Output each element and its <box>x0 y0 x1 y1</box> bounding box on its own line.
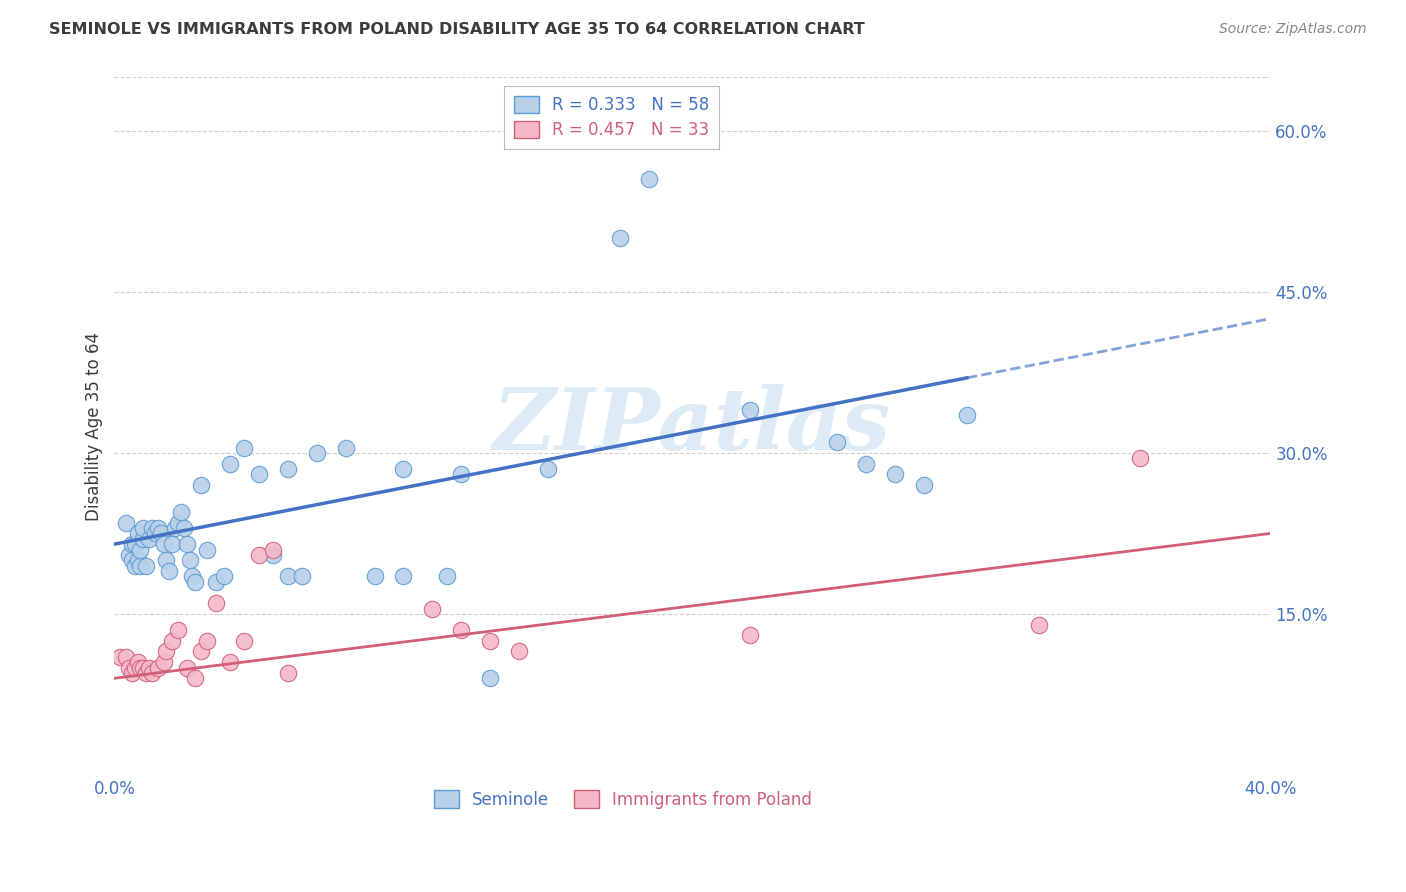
Point <box>176 660 198 674</box>
Point <box>152 537 174 551</box>
Point <box>118 660 141 674</box>
Point <box>212 569 235 583</box>
Point <box>479 671 502 685</box>
Point <box>146 660 169 674</box>
Point <box>157 564 180 578</box>
Point <box>135 558 157 573</box>
Point <box>124 558 146 573</box>
Point <box>855 457 877 471</box>
Point <box>335 441 357 455</box>
Point <box>277 462 299 476</box>
Point <box>124 537 146 551</box>
Point <box>176 537 198 551</box>
Point <box>184 671 207 685</box>
Point <box>204 574 226 589</box>
Point <box>160 633 183 648</box>
Point <box>127 655 149 669</box>
Point <box>129 660 152 674</box>
Point <box>165 521 187 535</box>
Text: SEMINOLE VS IMMIGRANTS FROM POLAND DISABILITY AGE 35 TO 64 CORRELATION CHART: SEMINOLE VS IMMIGRANTS FROM POLAND DISAB… <box>49 22 865 37</box>
Point <box>170 505 193 519</box>
Point <box>115 516 138 530</box>
Point <box>219 655 242 669</box>
Point <box>420 601 443 615</box>
Point <box>127 553 149 567</box>
Point <box>195 542 218 557</box>
Text: ZIPatlas: ZIPatlas <box>494 384 891 468</box>
Point <box>740 403 762 417</box>
Point <box>135 665 157 680</box>
Point <box>956 409 979 423</box>
Point <box>129 542 152 557</box>
Point <box>155 644 177 658</box>
Point <box>262 542 284 557</box>
Point <box>537 462 560 476</box>
Point <box>305 446 328 460</box>
Point <box>124 660 146 674</box>
Point <box>912 478 935 492</box>
Point <box>508 644 530 658</box>
Point <box>195 633 218 648</box>
Point <box>638 172 661 186</box>
Text: Source: ZipAtlas.com: Source: ZipAtlas.com <box>1219 22 1367 37</box>
Point <box>219 457 242 471</box>
Point <box>141 521 163 535</box>
Point <box>450 467 472 482</box>
Point <box>138 532 160 546</box>
Point <box>121 553 143 567</box>
Point <box>132 532 155 546</box>
Point <box>181 569 204 583</box>
Point <box>160 537 183 551</box>
Point <box>129 558 152 573</box>
Point <box>184 574 207 589</box>
Point <box>152 655 174 669</box>
Point <box>146 521 169 535</box>
Point <box>190 478 212 492</box>
Point <box>883 467 905 482</box>
Point <box>121 665 143 680</box>
Point <box>204 596 226 610</box>
Point <box>115 649 138 664</box>
Point <box>138 660 160 674</box>
Point <box>291 569 314 583</box>
Point <box>143 526 166 541</box>
Point <box>247 548 270 562</box>
Point <box>233 441 256 455</box>
Point <box>167 623 190 637</box>
Point <box>121 537 143 551</box>
Point <box>479 633 502 648</box>
Point <box>108 649 131 664</box>
Point <box>132 660 155 674</box>
Point <box>277 569 299 583</box>
Point <box>118 548 141 562</box>
Point <box>155 553 177 567</box>
Point <box>392 569 415 583</box>
Point <box>132 521 155 535</box>
Y-axis label: Disability Age 35 to 64: Disability Age 35 to 64 <box>86 332 103 521</box>
Point <box>363 569 385 583</box>
Point <box>609 231 631 245</box>
Point <box>167 516 190 530</box>
Point <box>247 467 270 482</box>
Point <box>1028 617 1050 632</box>
Point <box>740 628 762 642</box>
Point <box>179 553 201 567</box>
Point <box>1129 451 1152 466</box>
Point <box>392 462 415 476</box>
Point <box>436 569 458 583</box>
Point <box>450 623 472 637</box>
Point <box>149 526 172 541</box>
Point <box>127 526 149 541</box>
Legend: Seminole, Immigrants from Poland: Seminole, Immigrants from Poland <box>427 784 820 815</box>
Point <box>173 521 195 535</box>
Point <box>141 665 163 680</box>
Point <box>277 665 299 680</box>
Point <box>233 633 256 648</box>
Point <box>262 548 284 562</box>
Point <box>190 644 212 658</box>
Point <box>825 435 848 450</box>
